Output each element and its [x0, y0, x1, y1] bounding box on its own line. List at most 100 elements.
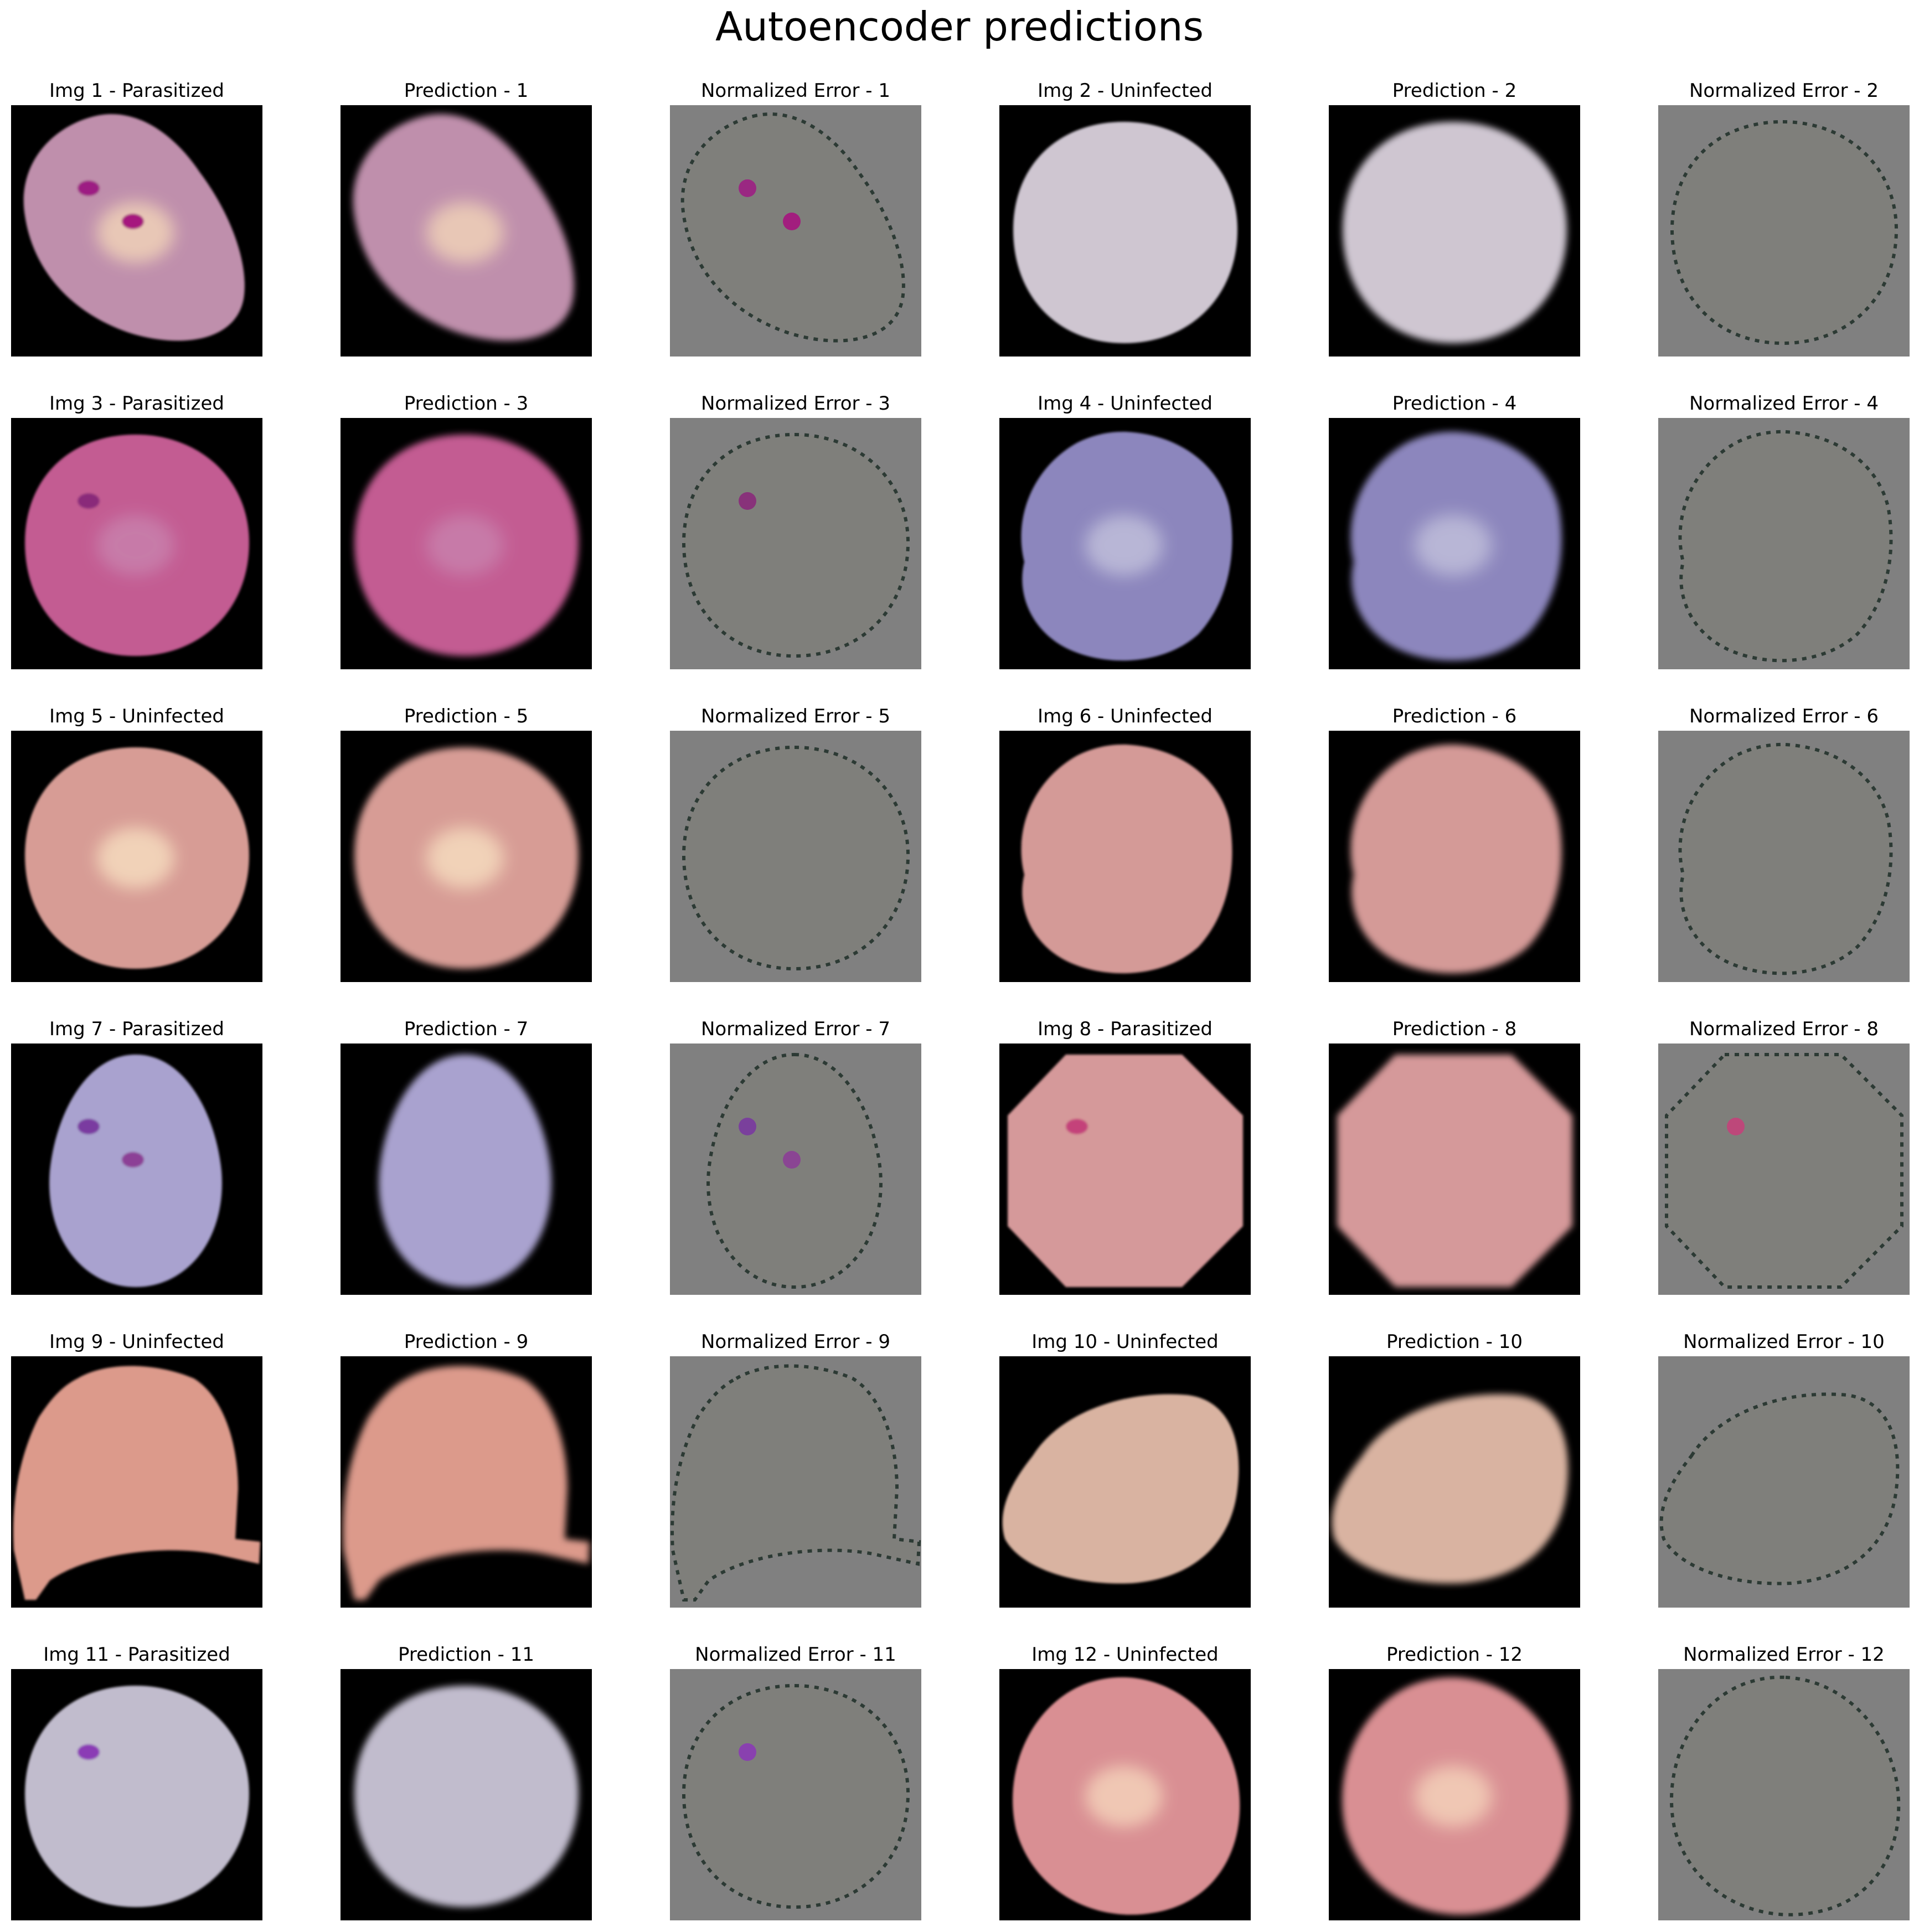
original-title: Img 10 - Uninfected [1031, 1331, 1219, 1353]
prediction-image [341, 105, 592, 357]
error-title: Normalized Error - 12 [1683, 1644, 1885, 1666]
cell-pale-center [97, 202, 174, 263]
error-title: Normalized Error - 3 [700, 392, 890, 415]
error-cell-image [670, 731, 921, 982]
prediction-title: Prediction - 7 [404, 1018, 529, 1040]
original-title: Img 3 - Parasitized [49, 392, 224, 415]
error-image [1658, 1044, 1910, 1295]
parasite-error-spot [739, 1118, 756, 1135]
original-cell-image [999, 1044, 1251, 1295]
cell-pale-center [97, 828, 174, 888]
prediction-cell-image [1329, 1044, 1580, 1295]
prediction-cell-image [341, 731, 592, 982]
parasite-spot [122, 1152, 144, 1168]
prediction-title: Prediction - 3 [404, 392, 529, 415]
original-cell-image [999, 418, 1251, 669]
original-image [11, 731, 262, 982]
original-title: Img 8 - Parasitized [1038, 1018, 1213, 1040]
parasite-error-spot [783, 213, 801, 230]
error-cell-outline [682, 1683, 910, 1909]
original-cell-image [999, 105, 1251, 357]
error-title: Normalized Error - 4 [1689, 392, 1879, 415]
error-panel-8: Normalized Error - 8 [1658, 1018, 1910, 1295]
original-panel-12: Img 12 - Uninfected [999, 1644, 1251, 1920]
error-image [1658, 1669, 1910, 1920]
prediction-panel-9: Prediction - 9 [341, 1331, 592, 1608]
original-image [999, 1044, 1251, 1295]
cell-body [1008, 1055, 1243, 1287]
prediction-title: Prediction - 8 [1392, 1018, 1517, 1040]
original-cell-image [999, 1356, 1251, 1608]
original-title: Img 7 - Parasitized [49, 1018, 224, 1040]
error-title: Normalized Error - 11 [695, 1644, 896, 1666]
original-cell-image [11, 1044, 262, 1295]
cell-pale-center [1085, 1766, 1163, 1827]
prediction-cell-image [341, 1044, 592, 1295]
prediction-title: Prediction - 9 [404, 1331, 529, 1353]
error-cell-image [670, 1044, 921, 1295]
original-panel-7: Img 7 - Parasitized [11, 1018, 262, 1295]
cell-body [354, 1686, 579, 1907]
parasite-spot [78, 1119, 100, 1134]
error-image [670, 1669, 921, 1920]
original-cell-image [11, 1356, 262, 1608]
original-panel-4: Img 4 - Uninfected [999, 392, 1251, 669]
cell-body [13, 1366, 260, 1600]
error-cell-image [670, 1356, 921, 1608]
cell-body [1332, 1394, 1569, 1584]
cell-pale-center [1415, 515, 1492, 576]
prediction-image [341, 1356, 592, 1608]
error-cell-image [670, 418, 921, 669]
prediction-image [1329, 418, 1580, 669]
original-title: Img 6 - Uninfected [1038, 705, 1213, 727]
original-cell-image [11, 418, 262, 669]
error-title: Normalized Error - 8 [1689, 1018, 1879, 1040]
original-title: Img 5 - Uninfected [49, 705, 224, 727]
prediction-image [1329, 1044, 1580, 1295]
prediction-title: Prediction - 1 [404, 80, 529, 102]
cell-pale-center [1415, 1766, 1492, 1827]
original-cell-image [999, 1669, 1251, 1920]
error-title: Normalized Error - 5 [700, 705, 890, 727]
original-image [999, 1356, 1251, 1608]
original-image [11, 1044, 262, 1295]
prediction-cell-image [341, 1356, 592, 1608]
prediction-image [341, 1044, 592, 1295]
error-panel-1: Normalized Error - 1 [670, 80, 921, 357]
original-panel-9: Img 9 - Uninfected [11, 1331, 262, 1608]
prediction-panel-12: Prediction - 12 [1329, 1644, 1580, 1920]
prediction-cell-image [1329, 1356, 1580, 1608]
error-image [670, 418, 921, 669]
error-cell-outline [1665, 1053, 1903, 1289]
cell-pale-center [1085, 515, 1163, 576]
original-panel-1: Img 1 - Parasitized [11, 80, 262, 357]
parasite-spot [122, 214, 144, 229]
original-cell-image [11, 105, 262, 357]
error-panel-7: Normalized Error - 7 [670, 1018, 921, 1295]
original-image [11, 1669, 262, 1920]
cell-body [343, 1366, 590, 1600]
prediction-cell-image [341, 105, 592, 357]
error-title: Normalized Error - 2 [1689, 80, 1879, 102]
prediction-panel-11: Prediction - 11 [341, 1644, 592, 1920]
error-panel-2: Normalized Error - 2 [1658, 80, 1910, 357]
cell-body [25, 1686, 249, 1907]
prediction-cell-image [1329, 418, 1580, 669]
prediction-title: Prediction - 10 [1386, 1331, 1523, 1353]
error-panel-9: Normalized Error - 9 [670, 1331, 921, 1608]
error-title: Normalized Error - 6 [1689, 705, 1879, 727]
error-cell-image [1658, 105, 1910, 357]
prediction-title: Prediction - 2 [1392, 80, 1517, 102]
prediction-panel-8: Prediction - 8 [1329, 1018, 1580, 1295]
cell-body [1021, 744, 1232, 974]
original-panel-11: Img 11 - Parasitized [11, 1644, 262, 1920]
prediction-cell-image [341, 418, 592, 669]
error-panel-11: Normalized Error - 11 [670, 1644, 921, 1920]
error-cell-outline [1670, 120, 1899, 345]
error-panel-3: Normalized Error - 3 [670, 392, 921, 669]
error-title: Normalized Error - 9 [700, 1331, 890, 1353]
error-title: Normalized Error - 7 [700, 1018, 890, 1040]
error-image [1658, 418, 1910, 669]
error-panel-12: Normalized Error - 12 [1658, 1644, 1910, 1920]
prediction-image [341, 731, 592, 982]
